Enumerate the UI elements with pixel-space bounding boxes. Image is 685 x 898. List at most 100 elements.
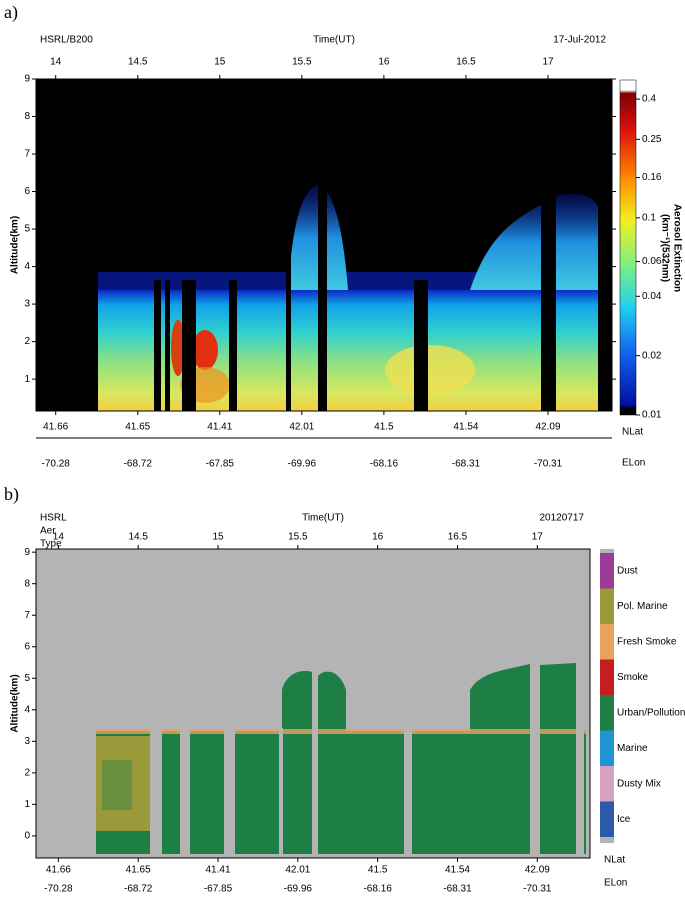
x-axis-label: Time(UT)	[313, 35, 355, 46]
elon-label: -70.31	[534, 459, 563, 470]
plot-frame	[35, 548, 591, 859]
y-axis-label: Altitude(km)	[10, 674, 21, 732]
y-tick-label: 2	[24, 768, 30, 779]
nlat-label: 41.54	[445, 865, 470, 876]
y-axis-label: Altitude(km)	[10, 216, 21, 274]
nlat-label: 41.41	[207, 422, 232, 433]
elon-label: -68.31	[443, 884, 472, 893]
colorbar-label: Aerosol Extinction	[671, 204, 682, 292]
colorbar-tick-label: 0.06	[642, 256, 662, 267]
colorbar-tick-label: 0.01	[642, 410, 662, 421]
y-tick-label: 6	[24, 186, 30, 197]
elon-label: -68.72	[124, 459, 153, 470]
nlat-label: 42.01	[285, 865, 310, 876]
nlat-label: 41.65	[125, 422, 150, 433]
y-tick-label: 4	[24, 261, 30, 272]
x-tick-label: 16.5	[448, 532, 468, 543]
x-tick-label: 15	[212, 532, 224, 543]
y-tick-label: 5	[24, 224, 30, 235]
y-tick-label: 7	[24, 149, 30, 160]
legend-swatch	[600, 659, 614, 695]
nav-axis-label: ELon	[622, 458, 645, 469]
legend-swatch	[600, 624, 614, 660]
y-tick-label: 1	[24, 374, 30, 385]
x-tick-label: 16	[378, 57, 390, 68]
elon-label: -69.96	[284, 884, 313, 893]
legend-swatch	[600, 766, 614, 802]
elon-label: -68.72	[124, 884, 153, 893]
colorbar-tick-label: 0.4	[642, 94, 656, 105]
panel-title: Type	[40, 539, 62, 550]
nav-axis-label: NLat	[622, 427, 643, 438]
elon-label: -70.31	[523, 884, 552, 893]
legend-cap	[600, 549, 614, 553]
y-tick-label: 7	[24, 610, 30, 621]
y-tick-label: 6	[24, 641, 30, 652]
panel-label: b)	[4, 484, 19, 505]
y-tick-label: 3	[24, 299, 30, 310]
legend-swatch	[600, 588, 614, 624]
x-tick-label: 15	[214, 57, 226, 68]
x-tick-label: 14.5	[128, 532, 148, 543]
y-tick-label: 0	[24, 831, 30, 842]
panel-title: Aer	[40, 526, 56, 537]
legend-label: Dusty Mix	[617, 778, 661, 789]
y-tick-label: 9	[24, 74, 30, 85]
y-tick-label: 3	[24, 736, 30, 747]
legend-label: Smoke	[617, 672, 649, 683]
x-tick-label: 17	[532, 532, 544, 543]
x-tick-label: 15.5	[288, 532, 308, 543]
x-tick-label: 14.5	[128, 57, 148, 68]
nav-axis-label: NLat	[604, 855, 625, 866]
elon-label: -69.96	[288, 459, 317, 470]
nlat-label: 42.09	[535, 422, 560, 433]
x-tick-label: 14	[50, 57, 62, 68]
colorbar-tick-label: 0.16	[642, 172, 662, 183]
elon-label: -68.16	[363, 884, 392, 893]
colorbar-tick-label: 0.04	[642, 291, 662, 302]
nlat-label: 42.01	[289, 422, 314, 433]
nlat-label: 41.65	[126, 865, 151, 876]
x-tick-label: 14	[53, 532, 65, 543]
colorbar	[619, 79, 637, 416]
colorbar-tick-label: 0.1	[642, 212, 656, 223]
legend-label: Urban/Pollution	[617, 707, 685, 718]
legend-label: Ice	[617, 814, 631, 825]
curtain-image	[36, 79, 612, 411]
elon-label: -68.31	[452, 459, 481, 470]
elon-label: -67.85	[206, 459, 235, 470]
y-tick-label: 9	[24, 547, 30, 558]
colorbar-tick-label: 0.02	[642, 350, 662, 361]
legend-label: Marine	[617, 743, 648, 754]
y-tick-label: 5	[24, 673, 30, 684]
elon-label: -68.16	[370, 459, 399, 470]
elon-label: -67.85	[204, 884, 233, 893]
y-tick-label: 8	[24, 578, 30, 589]
legend-swatch	[600, 730, 614, 766]
legend-cap	[600, 837, 614, 843]
y-tick-label: 8	[24, 111, 30, 122]
legend-swatch	[600, 801, 614, 837]
legend-label: Dust	[617, 565, 638, 576]
colorbar-label: (km⁻¹)(532nm)	[659, 214, 670, 282]
legend-swatch	[600, 695, 614, 731]
nlat-label: 41.54	[453, 422, 478, 433]
nlat-label: 41.66	[43, 422, 68, 433]
nlat-label: 41.5	[368, 865, 388, 876]
x-tick-label: 17	[542, 57, 554, 68]
y-tick-label: 2	[24, 336, 30, 347]
elon-label: -70.28	[44, 884, 73, 893]
y-tick-label: 4	[24, 704, 30, 715]
elon-label: -70.28	[42, 459, 71, 470]
legend-label: Pol. Marine	[617, 601, 668, 612]
plot-frame	[35, 78, 613, 412]
nlat-label: 42.09	[525, 865, 550, 876]
legend-swatch	[600, 553, 614, 589]
x-tick-label: 16	[372, 532, 384, 543]
date-label: 20120717	[540, 513, 585, 524]
nav-axis-label: ELon	[604, 878, 627, 889]
x-axis-label: Time(UT)	[302, 513, 344, 524]
y-tick-label: 1	[24, 799, 30, 810]
panel-title: HSRL/B200	[40, 35, 93, 46]
panel-title: HSRL	[40, 513, 67, 524]
